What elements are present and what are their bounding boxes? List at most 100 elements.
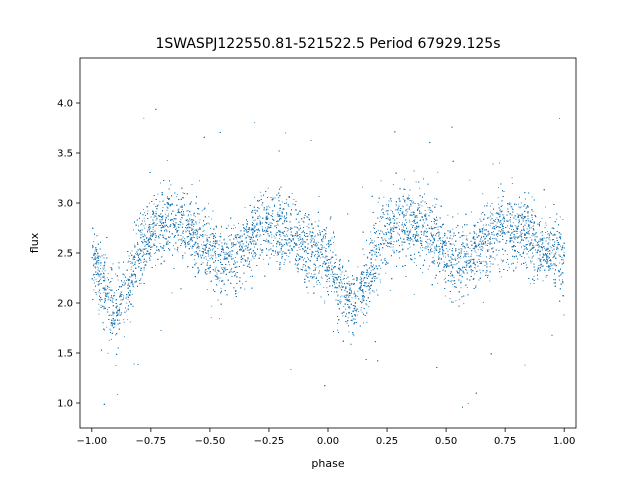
data-point <box>186 228 188 230</box>
data-point <box>370 280 372 282</box>
data-point <box>474 264 476 266</box>
data-point <box>211 218 213 220</box>
data-point <box>537 278 538 280</box>
data-point <box>142 248 144 250</box>
data-point <box>188 227 190 229</box>
data-point <box>488 258 490 259</box>
data-point <box>392 249 394 251</box>
data-point <box>210 254 212 256</box>
data-point <box>517 227 519 229</box>
data-point <box>302 220 304 222</box>
data-point <box>337 295 339 297</box>
data-point <box>461 267 463 269</box>
data-point <box>561 257 563 258</box>
data-point <box>549 239 551 241</box>
data-point <box>269 206 271 208</box>
data-point <box>513 236 515 237</box>
data-point <box>438 231 440 233</box>
data-point <box>315 266 317 268</box>
data-point <box>170 184 172 186</box>
data-point <box>318 254 320 256</box>
data-point <box>485 238 486 239</box>
data-point <box>358 311 360 312</box>
data-point <box>399 245 400 246</box>
data-point <box>495 212 497 214</box>
data-point <box>129 321 131 323</box>
data-point <box>139 282 141 284</box>
data-point <box>143 241 145 243</box>
data-point <box>531 256 533 258</box>
data-point <box>254 226 256 228</box>
data-point <box>160 182 162 184</box>
data-point <box>330 274 332 276</box>
data-point <box>314 254 316 255</box>
data-point <box>259 215 260 217</box>
data-point <box>401 211 403 213</box>
data-point <box>199 234 201 236</box>
data-point <box>559 216 561 218</box>
data-point <box>254 196 255 198</box>
data-point <box>116 290 117 291</box>
data-point <box>524 364 526 366</box>
data-point <box>190 227 192 229</box>
data-point <box>133 229 134 231</box>
data-point <box>516 228 518 229</box>
data-point <box>537 269 538 271</box>
data-point <box>127 261 129 263</box>
data-point <box>208 255 210 257</box>
data-point <box>511 226 513 227</box>
data-point <box>438 255 440 257</box>
data-point <box>145 241 146 242</box>
data-point <box>380 267 381 269</box>
data-point <box>258 236 260 238</box>
data-point <box>272 213 274 215</box>
data-point <box>252 234 253 236</box>
data-point <box>333 274 334 276</box>
data-point <box>398 198 400 200</box>
data-point <box>119 319 121 321</box>
data-point <box>236 253 238 255</box>
data-point <box>130 291 131 293</box>
data-point <box>153 215 155 217</box>
data-point <box>209 234 211 236</box>
data-point <box>162 218 164 220</box>
data-point <box>497 241 499 243</box>
data-point <box>356 314 358 316</box>
data-point <box>442 251 443 253</box>
data-point <box>482 193 484 195</box>
data-point <box>231 268 233 269</box>
data-point <box>431 234 432 235</box>
data-point <box>471 211 472 213</box>
data-point <box>114 326 116 328</box>
data-point <box>475 285 477 286</box>
data-point <box>212 242 214 244</box>
data-point <box>286 244 288 246</box>
data-point <box>142 220 143 222</box>
data-point <box>96 249 98 250</box>
data-point <box>562 245 564 247</box>
data-point <box>383 233 385 235</box>
data-point <box>195 221 197 223</box>
data-point <box>169 236 171 238</box>
data-point <box>271 223 273 224</box>
data-point <box>101 270 103 272</box>
data-point <box>499 209 501 211</box>
data-point <box>271 236 273 238</box>
data-point <box>161 256 163 258</box>
data-point <box>514 251 516 252</box>
data-point <box>135 253 137 254</box>
data-point <box>445 245 447 246</box>
data-point <box>316 281 317 283</box>
data-point <box>402 206 404 208</box>
data-point <box>429 238 431 240</box>
data-point <box>448 259 450 261</box>
data-point <box>366 275 368 277</box>
data-point <box>302 242 304 243</box>
data-point <box>474 273 476 275</box>
data-point <box>117 312 119 314</box>
data-point <box>404 178 406 180</box>
data-point <box>174 248 176 250</box>
data-point <box>166 209 168 211</box>
data-point <box>500 259 502 261</box>
